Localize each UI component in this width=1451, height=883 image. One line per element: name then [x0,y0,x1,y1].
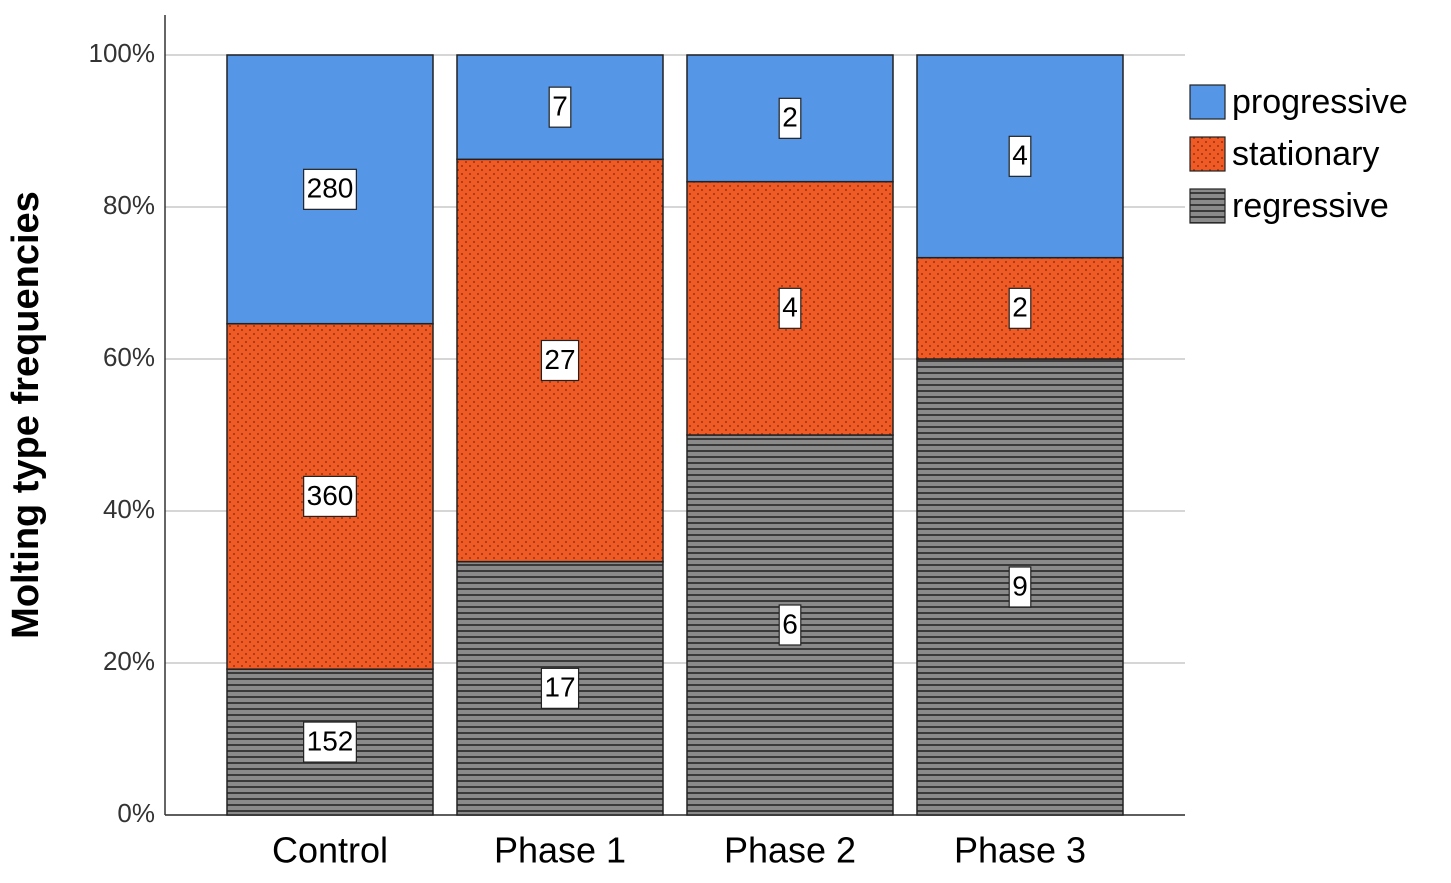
y-axis-title: Molting type frequencies [5,191,47,639]
data-label-box [303,475,357,518]
data-label-box [1008,566,1032,608]
data-label-group: 9 [1008,566,1032,608]
y-tick-label: 0% [117,798,155,828]
x-tick-label: Phase 2 [724,830,856,871]
data-label-group: 6 [778,604,802,646]
x-tick-label: Phase 3 [954,830,1086,871]
data-label: 152 [307,725,354,756]
data-label-group: 360 [303,475,357,518]
data-label-group: 27 [540,339,580,382]
data-label: 27 [544,344,575,375]
legend-swatch [1189,188,1226,224]
data-label-box [303,721,357,763]
data-label: 4 [782,292,798,323]
legend-swatch [1189,84,1226,120]
legend-label: stationary [1232,135,1379,173]
data-label-box [1008,135,1032,177]
data-label: 17 [544,672,575,703]
data-label: 7 [552,91,568,122]
legend-label: progressive [1232,83,1408,121]
data-label: 6 [782,608,798,639]
data-label: 9 [1012,570,1028,601]
data-label-box [540,667,580,709]
data-label-group: 152 [303,721,357,763]
legend-label: regressive [1232,187,1389,225]
data-label: 360 [307,480,354,511]
data-label-box [548,86,572,128]
data-label-box [778,97,802,139]
data-label-box [778,604,802,646]
data-label-group: 2 [778,97,802,139]
data-label: 280 [307,173,354,204]
y-tick-label: 100% [89,38,156,68]
x-tick-label: Phase 1 [494,830,626,871]
data-label: 2 [782,102,798,133]
data-label-box [303,168,357,210]
x-tick-label: Control [272,830,388,871]
bar-segment [686,54,894,183]
data-label: 4 [1012,140,1028,171]
y-tick-label: 20% [103,646,155,676]
data-label-group: 7 [548,86,572,128]
data-label-box [778,287,802,329]
data-label-group: 4 [778,287,802,329]
data-label-group: 4 [1008,135,1032,177]
data-label-group: 17 [540,667,580,709]
y-tick-label: 40% [103,494,155,524]
legend-swatch [1189,136,1226,172]
y-tick-label: 80% [103,190,155,220]
data-label: 2 [1012,292,1028,323]
data-label-group: 2 [1008,287,1032,329]
data-label-group: 280 [303,168,357,210]
y-tick-label: 60% [103,342,155,372]
data-label-box [540,339,580,382]
data-label-box [1008,287,1032,329]
